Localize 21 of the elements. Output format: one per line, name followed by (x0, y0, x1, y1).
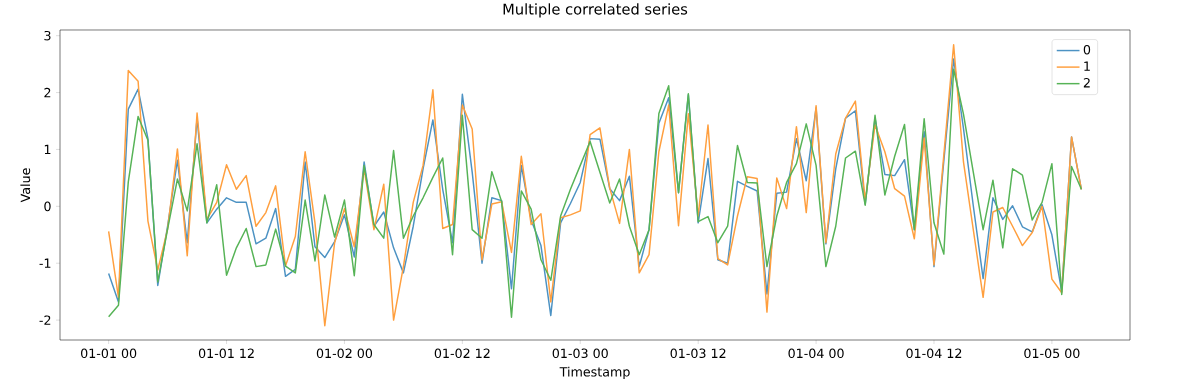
x-tick-label: 01-01 00 (81, 348, 137, 359)
legend-label: 1 (1084, 61, 1090, 71)
chart-title: Multiple correlated series (503, 3, 688, 18)
legend-label: 0 (1083, 44, 1091, 55)
y-tick-label: 0 (44, 201, 51, 212)
y-axis-title: Value (20, 168, 31, 203)
y-tick-label: -2 (39, 315, 51, 325)
y-tick-label: 3 (44, 30, 51, 41)
y-tick-label: -1 (39, 258, 51, 268)
y-tick-label: 2 (44, 87, 51, 98)
x-tick-label: 01-05 00 (1024, 348, 1080, 359)
x-tick-label: 01-04 12 (906, 348, 962, 359)
x-tick-label: 01-02 00 (316, 348, 373, 359)
x-tick-label: 01-03 00 (552, 348, 608, 359)
x-axis-title: Timestamp (559, 366, 630, 380)
x-tick-label: 01-04 00 (788, 348, 844, 359)
x-tick-label: 01-03 12 (670, 348, 726, 359)
x-tick-label: 01-01 12 (198, 348, 254, 359)
x-tick-label: 01-02 12 (434, 348, 490, 359)
legend-label: 2 (1083, 77, 1090, 88)
y-tick-label: 1 (44, 144, 51, 155)
